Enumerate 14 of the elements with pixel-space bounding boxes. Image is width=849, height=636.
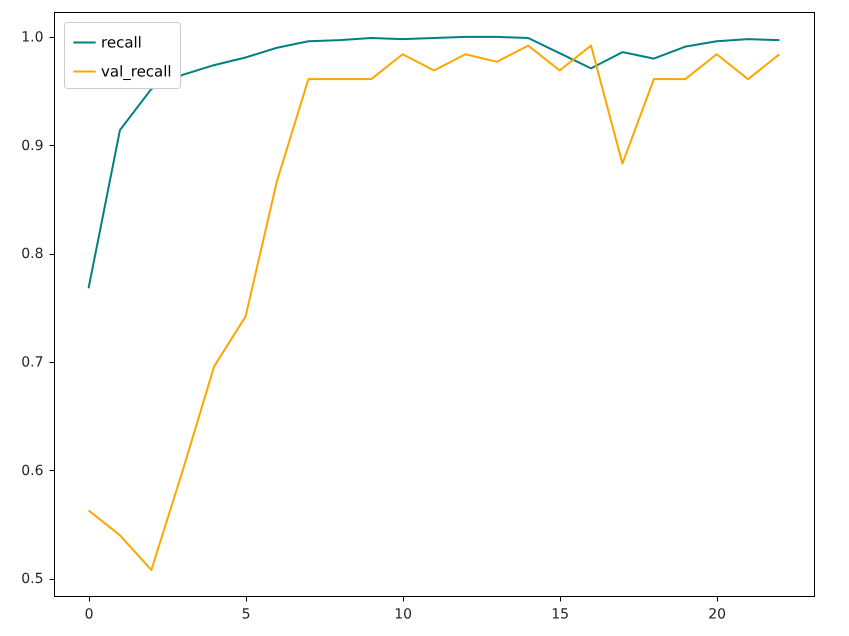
- x-tick-label: 15: [551, 606, 570, 622]
- x-tick-label: 5: [242, 606, 251, 622]
- y-tick-label: 0.7: [21, 354, 44, 370]
- y-tick-label: 0.5: [21, 571, 44, 588]
- y-tick-label: 1.0: [21, 29, 44, 46]
- x-tick-label: 0: [84, 606, 94, 622]
- y-tick-label: 0.9: [21, 138, 44, 154]
- legend-label: val_recall: [101, 62, 172, 80]
- line-series: [88, 36, 780, 290]
- y-tick-label: 0.6: [21, 462, 44, 479]
- x-tick-label: 20: [708, 606, 726, 622]
- x-tick-label: 10: [394, 606, 412, 622]
- legend-label: recall: [101, 34, 142, 52]
- y-tick-label: 0.8: [21, 246, 44, 262]
